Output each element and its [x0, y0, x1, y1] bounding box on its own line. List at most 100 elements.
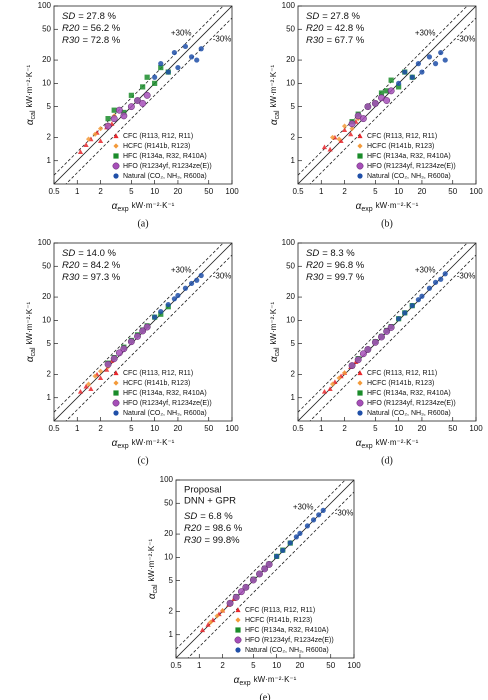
y-tick-label: 2: [291, 370, 296, 379]
point: [158, 308, 164, 315]
legend-label: CFC (R113, R12, R11): [245, 607, 315, 614]
xlabel-label: αexp kW·m⁻²·K⁻¹: [356, 201, 419, 213]
legend-item: HFO (R1234yf, R1234ze(E)): [356, 162, 456, 170]
legend-item: CFC (R113, R12, R11): [113, 370, 193, 377]
y-tick-label: 1: [169, 630, 174, 639]
legend-item: HCFC (R141b, R123): [357, 380, 434, 387]
legend-item: HFC (R134a, R32, R410A): [357, 153, 451, 160]
point: [402, 69, 408, 75]
legend-label: HFC (R134a, R32, R410A): [367, 153, 451, 160]
point: [182, 285, 189, 291]
legend-marker: [235, 647, 241, 653]
point: [152, 80, 158, 86]
legend-item: HCFC (R141b, R123): [235, 617, 312, 624]
stat-value: = 14.0 %: [78, 248, 116, 259]
point: [256, 570, 263, 578]
y-tick-label: 100: [282, 238, 296, 247]
x-tick-label: 20: [173, 187, 182, 196]
y-tick-label: 2: [291, 133, 296, 142]
plus-band-label: +30%: [171, 266, 192, 275]
legend-item: CFC (R113, R12, R11): [357, 133, 437, 140]
points: [321, 49, 448, 152]
point: [97, 138, 104, 144]
point: [158, 64, 164, 71]
x-tick-label: 5: [129, 187, 134, 196]
xlabel-label: αexp kW·m⁻²·K⁻¹: [112, 201, 175, 213]
point: [297, 530, 303, 537]
axis-subscript: exp: [361, 443, 372, 450]
minus-band-line: [65, 17, 232, 184]
x-tick-label: 100: [225, 187, 239, 196]
stat: R30 = 67.7 %: [306, 35, 365, 46]
y-tick-label: 5: [291, 339, 296, 348]
stat-name: R30: [184, 535, 202, 546]
x-tick-label: 5: [373, 187, 378, 196]
point: [371, 338, 379, 346]
y-tick-label: 5: [169, 576, 174, 585]
point: [104, 122, 112, 130]
legend-item: HCFC (R141b, R123): [113, 143, 190, 150]
x-tick-label: 5: [373, 424, 378, 433]
plot-frame: [297, 242, 477, 422]
point: [364, 346, 372, 353]
point: [387, 323, 395, 331]
point: [92, 131, 98, 137]
point: [115, 349, 123, 357]
x-tick-label: 5: [129, 424, 134, 433]
point: [152, 74, 158, 80]
axis-symbol: α: [112, 438, 118, 449]
legend-item: CFC (R113, R12, R11): [357, 370, 437, 377]
legend-marker: [357, 133, 363, 139]
point: [383, 97, 391, 104]
legend-label: Natural (CO₂, NH₃, R600a): [367, 410, 451, 417]
y-tick-label: 10: [42, 78, 51, 87]
minus-band-line: [65, 254, 232, 421]
point: [97, 375, 104, 381]
point: [293, 534, 299, 540]
y-tick-label: 1: [291, 156, 296, 165]
plot-frame: [175, 479, 355, 659]
x-tick-label: 50: [448, 187, 457, 196]
point: [409, 303, 415, 309]
y-tick-label: 1: [291, 393, 296, 402]
points: [77, 272, 204, 394]
stat-name: SD: [306, 11, 319, 22]
y-tick-label: 20: [42, 55, 51, 64]
axis-unit: kW·m⁻²·K⁻¹: [132, 201, 175, 210]
ylabel-label: αcal kW·m⁻²·K⁻¹: [25, 302, 37, 363]
legend-label: HFO (R1234yf, R1234ze(E)): [123, 163, 212, 170]
legend-item: CFC (R113, R12, R11): [235, 607, 315, 614]
y-tick-label: 1: [47, 156, 52, 165]
plus-band-line: [298, 243, 468, 413]
stat-name: R20: [184, 523, 202, 534]
x-tick-label: 100: [225, 424, 239, 433]
point: [226, 599, 234, 607]
axis-unit: kW·m⁻²·K⁻¹: [132, 438, 175, 447]
point: [128, 92, 134, 98]
x-tick-label: 1: [319, 424, 324, 433]
axis-symbol: α: [356, 438, 362, 449]
axis-symbol: α: [269, 356, 280, 362]
stat-name: R30: [306, 35, 324, 46]
point: [152, 314, 158, 320]
x-tick-label: 50: [204, 187, 213, 196]
y-tick-label: 100: [38, 1, 52, 10]
legend-marker: [235, 607, 241, 613]
point: [354, 356, 362, 364]
point: [158, 311, 164, 317]
point: [175, 292, 181, 299]
point: [432, 61, 439, 67]
point: [280, 547, 286, 554]
minus-band-label: -30%: [457, 34, 476, 43]
x-tick-label: 10: [272, 661, 281, 670]
x-tick-label: 2: [98, 187, 103, 196]
legend-marker: [113, 370, 119, 376]
stat: R20 = 56.2 %: [62, 23, 121, 34]
point: [348, 131, 354, 137]
reference-lines: [298, 6, 476, 184]
axis-subscript: exp: [361, 206, 372, 213]
point: [384, 88, 390, 94]
